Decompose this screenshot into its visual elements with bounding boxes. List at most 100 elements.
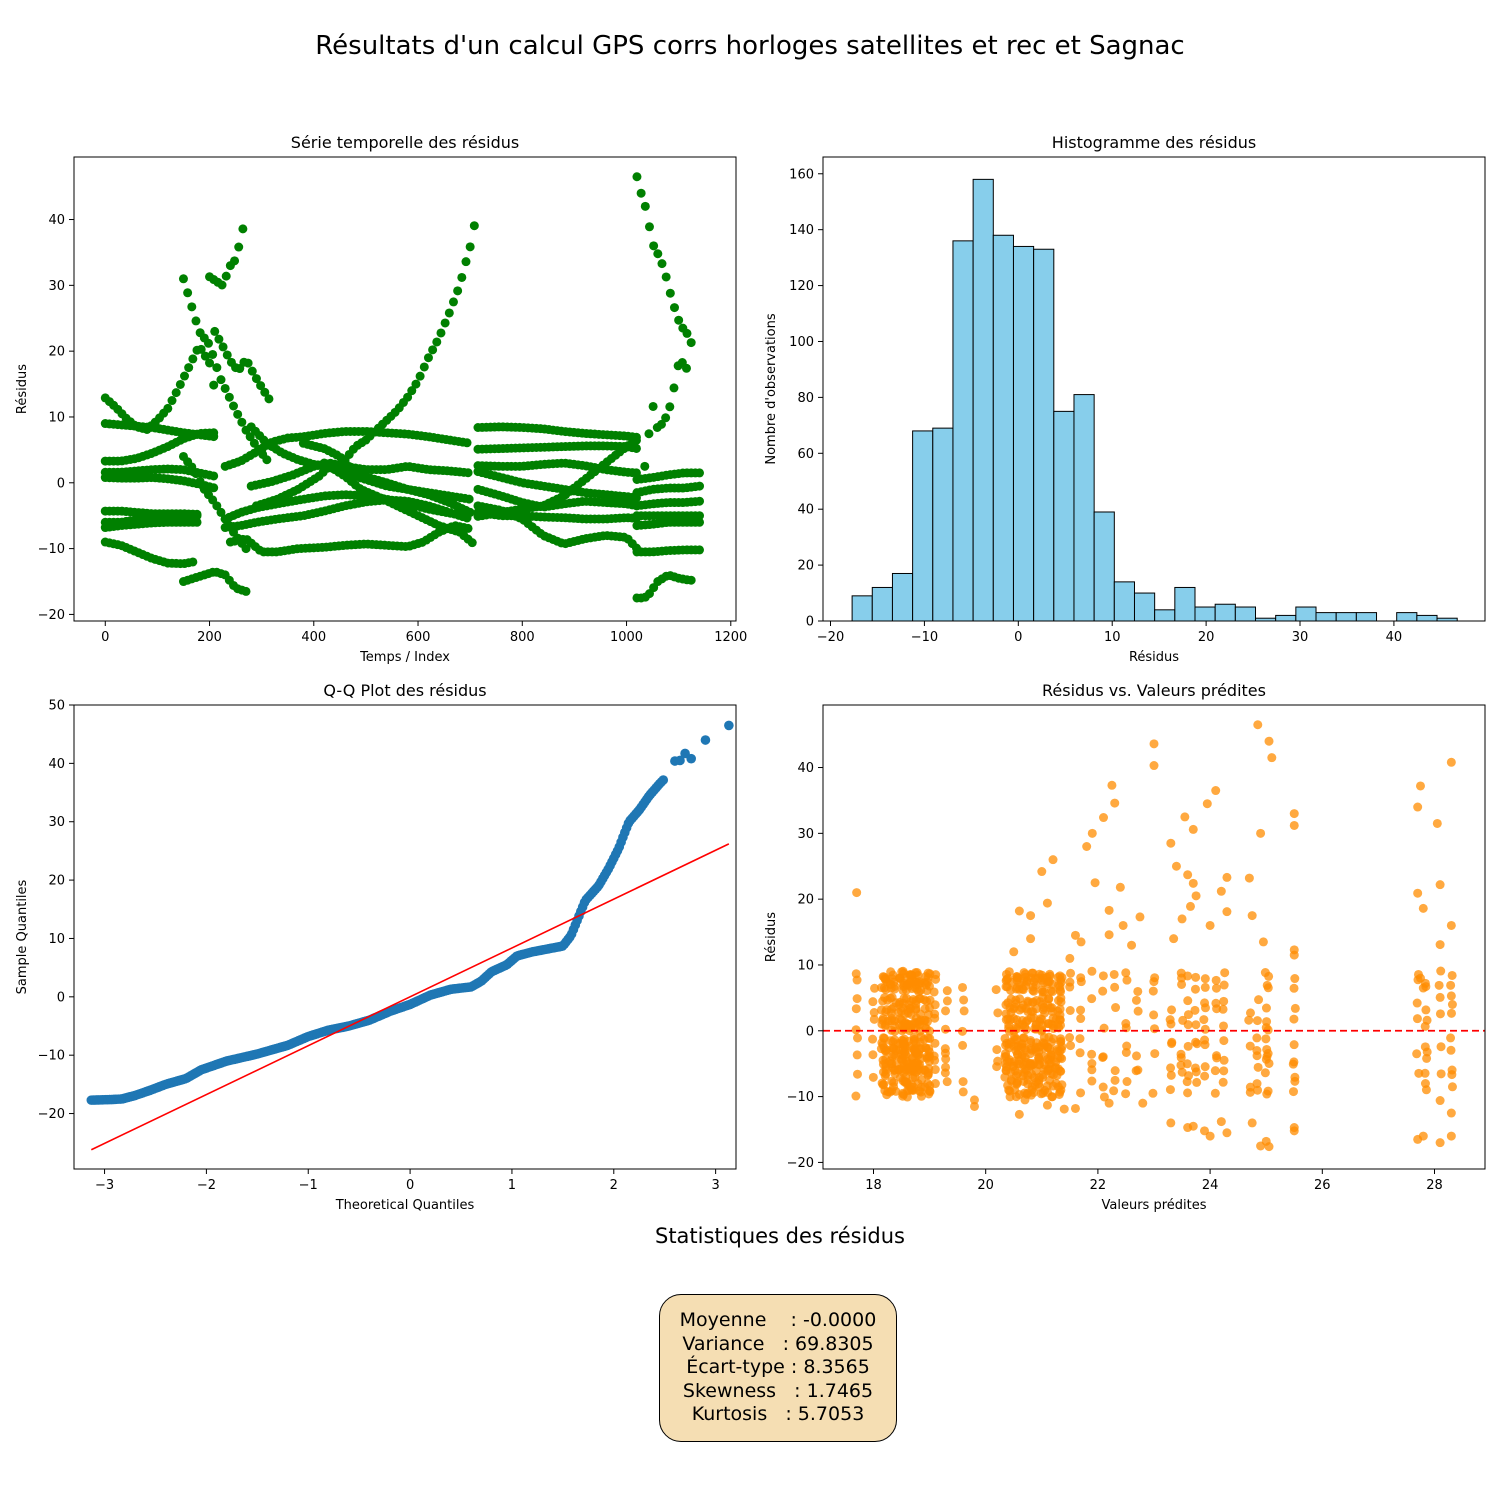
rv-point — [1087, 966, 1097, 976]
data-point — [436, 328, 446, 338]
rv-point — [1149, 1010, 1159, 1020]
rv-point — [1290, 1003, 1300, 1013]
data-point — [423, 353, 433, 363]
rv-point — [1110, 798, 1120, 808]
histogram-bar — [1234, 606, 1257, 622]
rv-point — [925, 1026, 935, 1036]
data-point — [167, 396, 177, 406]
rv-point — [923, 1068, 933, 1078]
data-point — [665, 402, 675, 412]
rv-point — [1253, 720, 1263, 730]
y-tick-label: 80 — [797, 391, 814, 406]
rv-point — [1289, 983, 1299, 993]
rv-point — [887, 992, 897, 1002]
rv-point — [1289, 820, 1299, 830]
rv-point — [1185, 901, 1195, 911]
rv-point — [1043, 1066, 1053, 1076]
rv-point — [1222, 1128, 1232, 1138]
rv-point — [1200, 982, 1210, 992]
x-tick-label: 30 — [1292, 630, 1309, 645]
rv-point — [1421, 1005, 1431, 1015]
rv-point — [1183, 971, 1193, 981]
rv-point — [1415, 781, 1425, 791]
y-tick-label: 30 — [797, 827, 814, 842]
rv-point — [930, 1079, 940, 1089]
data-point — [220, 383, 230, 393]
rv-point — [1188, 1121, 1198, 1131]
rv-point — [993, 1008, 1003, 1018]
rv-point — [1111, 1003, 1121, 1013]
rv-point — [1436, 1042, 1446, 1052]
y-tick-label: 120 — [789, 279, 814, 294]
histogram-bar — [1416, 614, 1438, 622]
data-point — [695, 468, 705, 478]
rv-point — [941, 1054, 951, 1064]
histogram-bar — [1396, 612, 1418, 622]
rv-point — [1014, 1109, 1024, 1119]
histogram-bar — [1315, 612, 1337, 622]
rv-point — [1025, 1061, 1035, 1071]
rv-point — [1190, 1005, 1200, 1015]
stats-line-mean: Moyenne : -0.0000 — [679, 1309, 877, 1332]
histogram-bar — [1275, 614, 1297, 622]
rv-point — [1149, 977, 1159, 987]
data-point — [184, 363, 194, 373]
data-point — [216, 507, 226, 517]
rv-point — [1066, 1041, 1076, 1051]
x-tick-label: 2 — [610, 1178, 618, 1193]
rv-point — [1044, 1032, 1054, 1042]
data-point — [465, 242, 475, 252]
rv-point — [1435, 1138, 1445, 1148]
rv-point — [1420, 1021, 1430, 1031]
x-tick-label: 18 — [865, 1178, 882, 1193]
data-point — [192, 511, 202, 521]
y-tick-label: 20 — [48, 874, 65, 889]
axes-frame — [822, 156, 1486, 622]
rv-point — [1432, 818, 1442, 828]
stats-line-skewness: Skewness : 1.7465 — [682, 1379, 874, 1402]
axes-frame — [73, 704, 737, 1170]
data-point — [467, 538, 477, 548]
data-point — [247, 366, 257, 376]
rv-point — [1166, 838, 1176, 848]
rv-point — [1028, 997, 1038, 1007]
rv-point — [1447, 999, 1457, 1009]
histogram-bar — [1214, 603, 1236, 622]
rv-point — [1087, 1065, 1097, 1075]
rv-point — [1413, 802, 1423, 812]
data-point — [653, 249, 663, 259]
rv-point — [1289, 1040, 1299, 1050]
rv-point — [1252, 1079, 1262, 1089]
rv-point — [868, 1034, 878, 1044]
rv-point — [1218, 1004, 1228, 1014]
rv-point — [1026, 911, 1036, 921]
rv-point — [1253, 1062, 1263, 1072]
y-tick-label: 140 — [789, 223, 814, 238]
rv-point — [1048, 987, 1058, 997]
rv-point — [1075, 1034, 1085, 1044]
rv-point — [1218, 1077, 1228, 1087]
data-point — [461, 257, 471, 267]
rv-point — [929, 987, 939, 997]
x-tick-label: 24 — [1202, 1178, 1219, 1193]
rv-point — [1289, 950, 1299, 960]
stats-line-variance: Variance : 69.8305 — [682, 1332, 874, 1355]
qq-point — [658, 775, 669, 785]
rv-point — [1183, 1041, 1193, 1051]
histogram-bar — [952, 240, 974, 622]
rv-point — [940, 1068, 950, 1078]
rv-point — [1087, 828, 1097, 838]
qq-reference-line — [90, 843, 730, 1151]
histogram-bar — [1113, 581, 1135, 622]
rv-point — [1200, 1003, 1210, 1013]
rv-point — [1065, 953, 1075, 963]
rv-point — [868, 1072, 878, 1082]
rv-point — [1148, 986, 1158, 996]
data-point — [457, 272, 467, 282]
y-tick-label: 0 — [57, 990, 65, 1005]
data-point — [224, 392, 234, 402]
rv-point — [1021, 1024, 1031, 1034]
data-point — [178, 274, 188, 284]
rv-point — [1254, 995, 1264, 1005]
